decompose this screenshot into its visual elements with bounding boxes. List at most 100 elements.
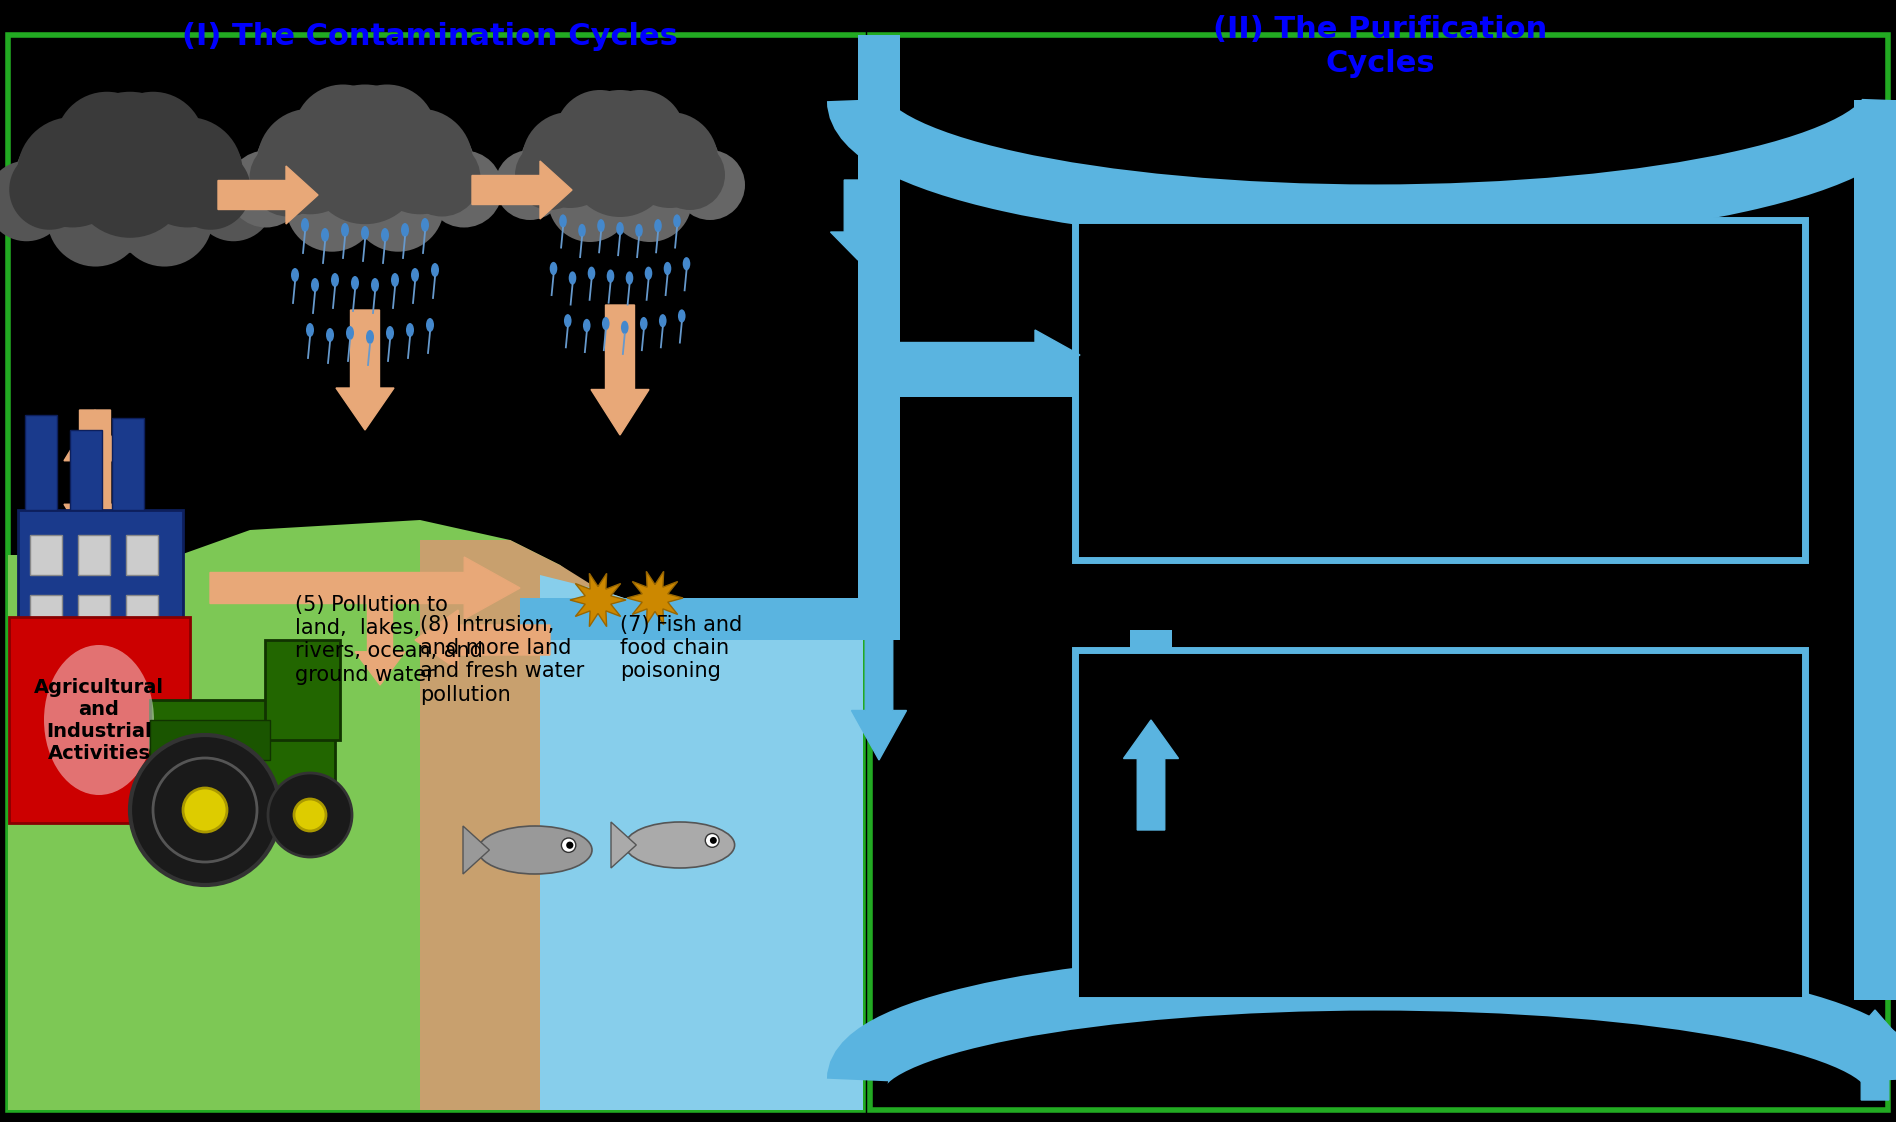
Circle shape bbox=[709, 837, 717, 844]
Ellipse shape bbox=[345, 327, 355, 340]
Circle shape bbox=[565, 90, 675, 200]
Ellipse shape bbox=[387, 327, 394, 340]
Bar bbox=[78, 595, 110, 635]
FancyBboxPatch shape bbox=[9, 617, 190, 824]
Circle shape bbox=[294, 84, 392, 184]
Ellipse shape bbox=[301, 218, 309, 232]
Ellipse shape bbox=[550, 261, 557, 275]
Bar bbox=[859, 35, 901, 401]
Ellipse shape bbox=[430, 263, 440, 277]
Polygon shape bbox=[218, 166, 319, 224]
Polygon shape bbox=[611, 822, 637, 868]
Ellipse shape bbox=[421, 218, 428, 232]
Circle shape bbox=[375, 118, 476, 217]
Circle shape bbox=[305, 84, 425, 205]
Ellipse shape bbox=[326, 328, 334, 342]
Polygon shape bbox=[472, 160, 573, 219]
Ellipse shape bbox=[660, 314, 667, 328]
Bar bbox=[1075, 650, 1805, 1000]
Polygon shape bbox=[355, 590, 406, 686]
Bar bbox=[30, 535, 63, 574]
Ellipse shape bbox=[305, 323, 315, 337]
Circle shape bbox=[404, 139, 480, 217]
Ellipse shape bbox=[641, 316, 648, 330]
Circle shape bbox=[100, 92, 205, 195]
Bar bbox=[265, 640, 339, 741]
Polygon shape bbox=[64, 410, 125, 555]
Circle shape bbox=[294, 799, 326, 831]
Ellipse shape bbox=[635, 224, 643, 237]
Circle shape bbox=[556, 90, 645, 180]
Polygon shape bbox=[1124, 720, 1179, 830]
Circle shape bbox=[622, 112, 719, 208]
Circle shape bbox=[133, 117, 243, 228]
Polygon shape bbox=[210, 557, 520, 619]
Bar bbox=[520, 598, 880, 640]
Bar bbox=[17, 511, 184, 670]
Circle shape bbox=[654, 140, 724, 210]
Polygon shape bbox=[8, 519, 580, 1110]
Ellipse shape bbox=[616, 222, 624, 236]
Bar bbox=[901, 355, 1075, 397]
Ellipse shape bbox=[391, 273, 398, 287]
Polygon shape bbox=[901, 330, 1081, 380]
Circle shape bbox=[425, 150, 502, 228]
Circle shape bbox=[17, 117, 127, 228]
Ellipse shape bbox=[406, 323, 413, 337]
Bar bbox=[1075, 220, 1805, 560]
Polygon shape bbox=[463, 826, 489, 874]
Circle shape bbox=[250, 139, 326, 217]
Ellipse shape bbox=[332, 273, 339, 287]
Circle shape bbox=[0, 160, 66, 241]
Ellipse shape bbox=[673, 214, 681, 228]
Polygon shape bbox=[851, 600, 906, 760]
Circle shape bbox=[66, 92, 193, 219]
Bar bbox=[25, 415, 57, 511]
Circle shape bbox=[307, 110, 423, 224]
Ellipse shape bbox=[478, 826, 592, 874]
Ellipse shape bbox=[601, 316, 609, 330]
Circle shape bbox=[561, 838, 576, 853]
Bar bbox=[112, 419, 144, 511]
Circle shape bbox=[116, 169, 212, 267]
Circle shape bbox=[705, 834, 719, 847]
Circle shape bbox=[368, 109, 472, 214]
Text: (5) Pollution to
land,  lakes,
rivers, ocean, and
ground water: (5) Pollution to land, lakes, rivers, oc… bbox=[296, 595, 483, 684]
Ellipse shape bbox=[607, 269, 614, 283]
Circle shape bbox=[184, 788, 228, 833]
Circle shape bbox=[571, 130, 669, 230]
Circle shape bbox=[70, 118, 190, 238]
Text: (7) Fish and
food chain
poisoning: (7) Fish and food chain poisoning bbox=[620, 615, 741, 681]
Polygon shape bbox=[830, 180, 885, 260]
Bar bbox=[1130, 629, 1172, 830]
Ellipse shape bbox=[360, 226, 370, 240]
Circle shape bbox=[72, 138, 188, 252]
Circle shape bbox=[286, 159, 377, 251]
Circle shape bbox=[595, 90, 684, 180]
Ellipse shape bbox=[569, 272, 576, 285]
Circle shape bbox=[609, 158, 692, 242]
Polygon shape bbox=[571, 573, 626, 626]
Circle shape bbox=[228, 150, 305, 228]
Bar bbox=[150, 720, 269, 760]
Bar bbox=[70, 430, 102, 511]
Ellipse shape bbox=[411, 268, 419, 282]
Text: (I) The Contamination Cycles: (I) The Contamination Cycles bbox=[182, 22, 679, 50]
Ellipse shape bbox=[626, 272, 633, 285]
Ellipse shape bbox=[679, 310, 686, 323]
Circle shape bbox=[55, 92, 159, 195]
Polygon shape bbox=[1847, 1010, 1896, 1100]
Circle shape bbox=[353, 159, 444, 251]
Circle shape bbox=[142, 127, 245, 230]
Bar bbox=[30, 595, 63, 635]
Text: Agricultural
and
Industrial
Activities: Agricultural and Industrial Activities bbox=[34, 678, 163, 763]
Circle shape bbox=[521, 112, 618, 208]
Ellipse shape bbox=[597, 219, 605, 232]
Circle shape bbox=[311, 129, 421, 239]
Bar bbox=[78, 535, 110, 574]
Bar bbox=[125, 595, 157, 635]
Circle shape bbox=[569, 113, 671, 217]
Ellipse shape bbox=[622, 321, 629, 334]
Polygon shape bbox=[415, 610, 550, 670]
Circle shape bbox=[258, 109, 362, 214]
